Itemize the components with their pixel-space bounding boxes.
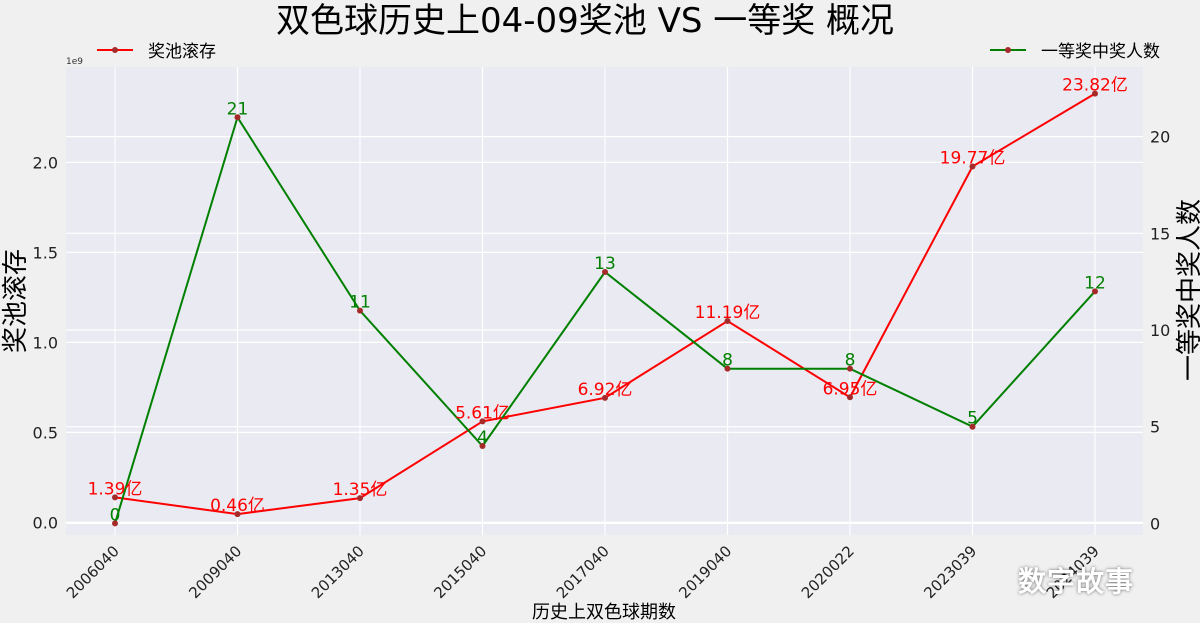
grid <box>66 67 1143 535</box>
data-point-winners <box>234 114 241 121</box>
data-label-jackpot: 0.46亿 <box>210 496 265 516</box>
chart-title: 双色球历史上04-09奖池 VS 一等奖 概况 <box>276 1 894 41</box>
data-label-jackpot: 6.95亿 <box>823 379 878 399</box>
data-point-winners <box>112 520 118 527</box>
data-point-jackpot <box>357 495 363 502</box>
data-point-jackpot <box>602 394 608 401</box>
left-axis-offset-label: 1e9 <box>66 57 83 67</box>
data-point-winners <box>602 268 608 275</box>
left-y-tick-label: 1.0 <box>33 333 58 352</box>
legend-right: 一等奖中奖人数 <box>990 42 1160 62</box>
legend-right-marker <box>1005 47 1011 53</box>
data-point-jackpot <box>969 163 976 170</box>
data-label-winners: 0 <box>110 505 121 525</box>
data-label-winners: 8 <box>845 351 856 371</box>
data-point-winners <box>724 365 731 372</box>
legend-right-label: 一等奖中奖人数 <box>1041 42 1160 62</box>
data-point-winners <box>479 443 486 450</box>
data-label-jackpot: 5.61亿 <box>455 403 510 423</box>
left-y-tick-label: 0.0 <box>33 513 58 532</box>
data-label-jackpot: 1.39亿 <box>88 479 143 499</box>
data-label-jackpot: 19.77亿 <box>940 149 1006 169</box>
data-point-jackpot <box>724 317 731 324</box>
series-layer <box>112 90 1098 527</box>
data-point-jackpot <box>847 394 853 401</box>
right-y-axis-label: 一等奖中奖人数 <box>1175 199 1200 381</box>
data-point-winners <box>969 423 976 430</box>
x-axis-label: 历史上双色球期数 <box>532 602 676 623</box>
data-label-jackpot: 11.19亿 <box>695 303 761 323</box>
data-point-winners <box>1092 288 1098 295</box>
data-label-winners: 21 <box>227 99 249 119</box>
legend-left-label: 奖池滚存 <box>148 42 216 62</box>
left-y-axis-label: 奖池滚存 <box>1 249 31 353</box>
right-y-tick-label: 0 <box>1150 514 1160 533</box>
right-y-tick-label: 20 <box>1150 128 1170 147</box>
left-y-tick-label: 2.0 <box>33 153 58 172</box>
data-label-winners: 5 <box>967 409 978 429</box>
data-point-jackpot <box>112 494 118 501</box>
data-labels: 1.39亿 0.46亿 1.35亿 5.61亿 6.92亿 11.19亿 6.95亿 19.7… <box>88 76 1128 526</box>
data-label-winners: 12 <box>1084 273 1106 293</box>
data-point-jackpot <box>234 511 241 518</box>
watermark-text: 数字故事 <box>1018 565 1135 598</box>
left-y-tick-label: 0.5 <box>33 423 58 442</box>
data-label-winners: 13 <box>594 254 616 274</box>
right-y-tick-label: 10 <box>1150 321 1170 340</box>
data-label-jackpot: 1.35亿 <box>333 480 388 500</box>
data-point-jackpot <box>479 418 486 425</box>
data-point-winners <box>357 307 363 314</box>
data-label-winners: 8 <box>722 351 733 371</box>
data-point-winners <box>847 365 853 372</box>
data-label-winners: 4 <box>477 428 488 448</box>
data-point-jackpot <box>1092 90 1098 97</box>
legend-left-marker <box>112 47 118 53</box>
left-y-tick-label: 1.5 <box>33 243 58 262</box>
data-label-jackpot: 6.92亿 <box>578 380 633 400</box>
right-y-tick-label: 15 <box>1150 224 1170 243</box>
data-label-jackpot: 23.82亿 <box>1062 76 1128 96</box>
legend-left: 奖池滚存 <box>97 42 216 62</box>
right-y-tick-label: 5 <box>1150 418 1160 437</box>
data-label-winners: 11 <box>349 293 371 313</box>
